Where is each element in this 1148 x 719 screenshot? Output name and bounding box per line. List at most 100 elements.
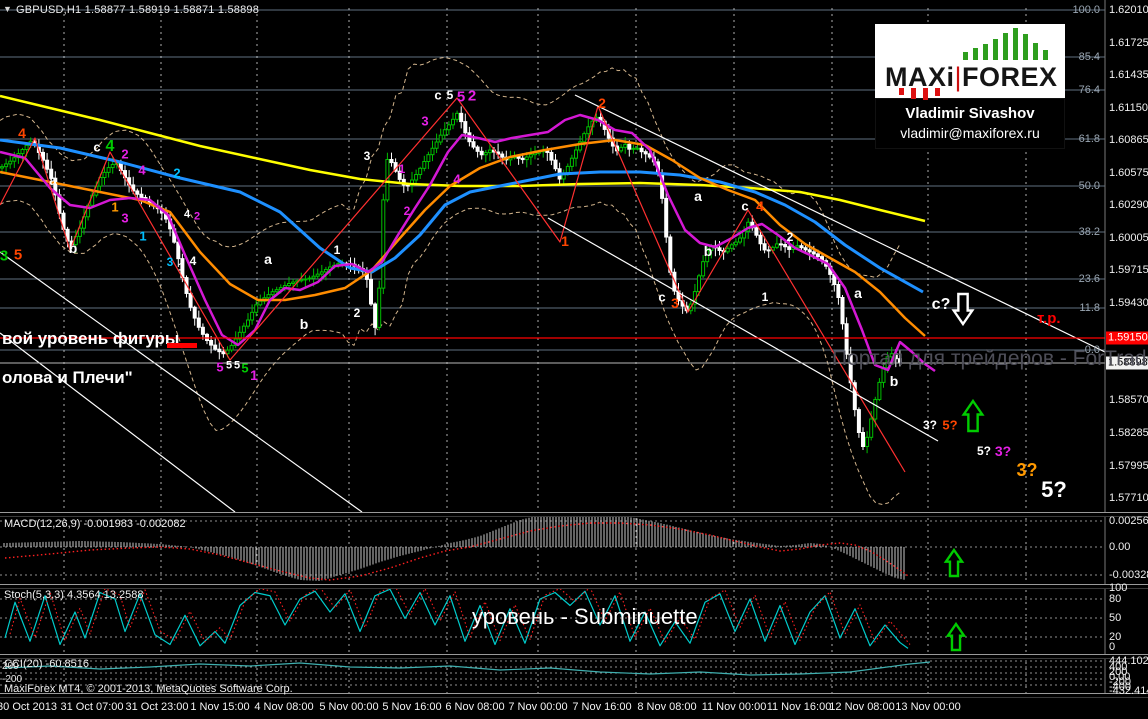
time-axis-label: 11 Nov 00:00 [701,701,767,713]
wave-label: 2 [193,210,201,223]
logo-green-bar [1043,50,1048,60]
wave-label: 3 [0,247,9,265]
wave-label: 5 [233,359,241,372]
wave-label: b [68,240,78,256]
wave-label: 2 [598,95,606,111]
wave-label: 5 [241,360,249,376]
wave-label: b [299,316,309,332]
red-dash-annotation [167,343,197,348]
time-axis-label: 11 Nov 16:00 [766,701,832,713]
logo-green-bar [983,44,988,60]
stoch-signal [9,585,911,645]
wave-label: 3 [363,149,371,163]
price-axis-label: -432.414 [1109,685,1148,697]
pane-separator-stoch[interactable] [0,584,1148,589]
fib-level-label: 38.2 [1078,226,1100,238]
maxiforex-logo: MAXi|FOREX Vladimir Sivashov vladimir@ma… [875,24,1065,149]
candles-layer [0,106,902,454]
logo-green-bar [973,48,978,60]
price-axis-label: 1.62010 [1109,4,1148,16]
ma-orange [0,138,926,337]
fib-level-label: 11.8 [1079,302,1100,314]
ma-magenta [0,113,936,373]
wave-label: c [93,139,101,155]
wave-label: 1 [761,290,769,304]
bollinger-bands [0,56,901,505]
wave-label: 5 [456,88,466,106]
logo-red-bar [935,88,940,96]
price-axis-label: 1.60005 [1109,232,1148,244]
logo-brand-text: MAXi|FOREX [885,62,1058,92]
wave-label: 1 [561,233,569,249]
macd-signal [4,522,909,581]
logo-red-bar [911,88,916,99]
logo-green-bar [963,52,968,60]
logo-author-name: Vladimir Sivashov [905,105,1035,122]
wave-label: 2 [786,230,794,244]
price-axis-label: 1.58285 [1109,427,1148,439]
cci-level-200-label: 200 [2,661,19,672]
cci-indicator-label: CCI(20) -60.8516 [4,658,89,670]
price-axis-label: 0.00 [1109,541,1131,553]
price-axis-label: 1.61435 [1109,69,1148,81]
wave-label: 4 [18,125,26,141]
time-axis-label: 7 Nov 00:00 [508,701,568,713]
wave-label: 5? [942,417,958,433]
wave-label: 4 [189,254,197,268]
stoch-main [4,588,909,649]
wave-label: c [741,198,749,214]
take-profit-label: т.р. [1037,310,1061,327]
macd-indicator-label: MACD(12,26,9) -0.001983 -0.002082 [4,518,186,530]
fib-level-label: 85.4 [1078,51,1100,63]
maxiforex-logo-mark: MAXi|FOREX [875,24,1065,100]
pane-separator-macd[interactable] [0,512,1148,517]
time-axis-label: 5 Nov 16:00 [382,701,442,713]
wave-label: 4 [453,171,461,187]
wave-label: 1 [111,199,119,215]
day-separators-layer [0,8,1105,693]
price-axis-label: 0 [1109,641,1116,653]
wave-label: 1 [177,261,185,274]
stoch-indicator-label: Stoch(5,3,3) 4.3564 13.2588 [4,589,144,601]
wave-label: b [889,373,899,389]
price-axis-label: 1.57995 [1109,460,1148,472]
wave-label: 2 [353,306,361,320]
price-axis-label: 1.59430 [1109,297,1148,309]
white-down-arrow-icon [951,292,975,327]
macd-histogram [3,512,905,581]
wave-label: 2 [467,87,477,105]
wave-label: 4 [183,208,191,221]
logo-red-bar [899,88,904,95]
cci-level-minus200-label: -200 [2,674,23,685]
wave-label: 5 [216,359,224,375]
price-axis-label: -0.003284 [1109,569,1148,581]
logo-green-bars-icon [963,28,1058,60]
logo-green-bar [1003,33,1008,60]
wave-label: 3 [671,295,679,311]
chart-dropdown-icon[interactable]: ▼ [3,4,12,14]
time-axis-label: 31 Oct 23:00 [125,701,189,713]
wave-label: 1 [398,162,406,176]
price-axis-label: 0.00256 [1109,515,1148,527]
fib-level-label: 50.0 [1078,180,1100,192]
ma-blue [0,138,924,294]
fib-level-label: 76.4 [1078,84,1100,96]
wave-label: 3 [121,210,129,226]
price-axis-label: 50 [1109,612,1122,624]
pane-separator-cci[interactable] [0,654,1148,659]
green-up-arrow-icon [943,547,965,578]
price-axis-label: -400 [1109,681,1132,693]
logo-contact-card: Vladimir Sivashov vladimir@maxiforex.ru [875,98,1065,149]
time-axis-label: 30 Oct 2013 [0,701,57,713]
time-axis-label: 7 Nov 16:00 [572,701,632,713]
wave-label: 2 [121,146,129,162]
price-axis-label: -200 [1109,676,1132,688]
wave-label: c [434,87,442,103]
wave-label: 1 [333,243,341,257]
time-axis-label: 8 Nov 08:00 [637,701,697,713]
logo-green-bar [1023,34,1028,60]
logo-author-email[interactable]: vladimir@maxiforex.ru [900,125,1040,141]
trend-lines [0,94,1106,513]
